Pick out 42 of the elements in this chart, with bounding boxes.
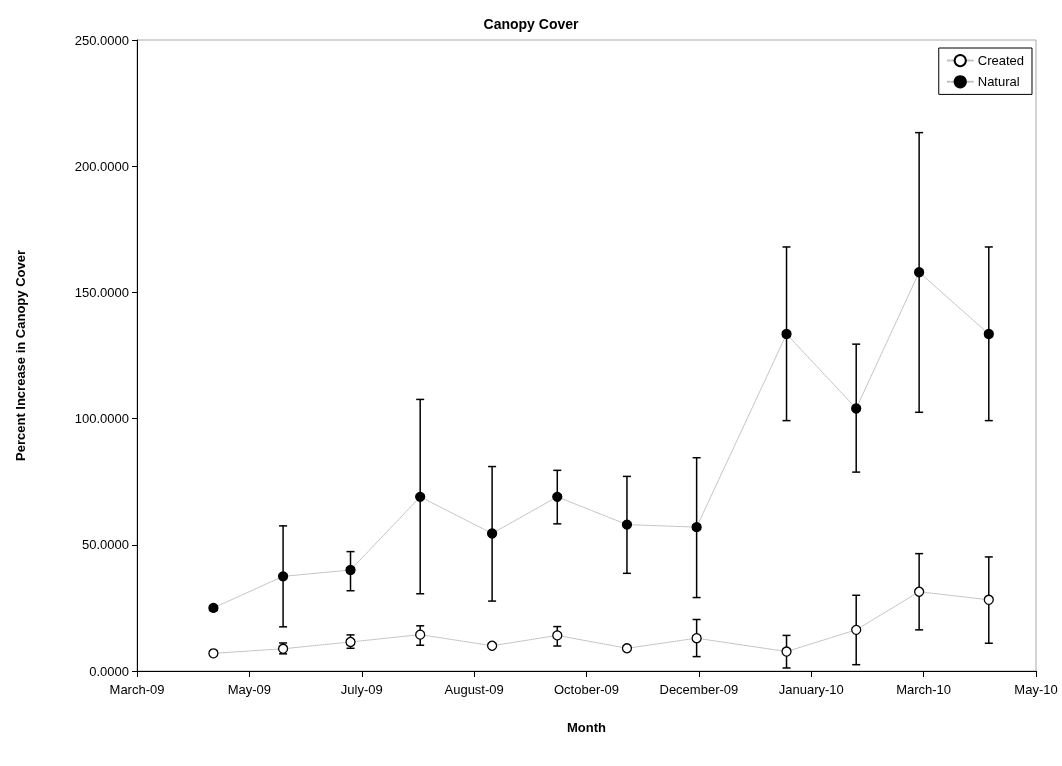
point: [781, 328, 792, 340]
point: [781, 646, 792, 657]
point: [415, 629, 426, 640]
x-tick-label: March-10: [896, 682, 952, 697]
point: [277, 571, 289, 582]
x-tick-label: July-09: [340, 682, 383, 697]
point: [913, 267, 925, 278]
point: [851, 624, 862, 636]
x-tick-label: May-09: [227, 682, 272, 697]
point: [552, 630, 563, 641]
point: [691, 521, 702, 533]
point: [983, 594, 994, 605]
chart-title: Canopy Cover: [483, 16, 579, 32]
point: [851, 403, 862, 414]
legend-label: Natural: [977, 74, 1020, 90]
x-tick-label: October-09: [553, 682, 620, 697]
y-tick-label: 100.0000: [74, 411, 129, 427]
point: [345, 564, 356, 576]
y-tick-label: 150.0000: [74, 284, 129, 300]
point: [621, 519, 633, 530]
x-tick-label: March-09: [109, 682, 165, 697]
y-axis-title: Percent Increase in Canopy Cover: [13, 250, 28, 461]
x-axis-title: Month: [567, 720, 607, 735]
x-tick-label: August-09: [444, 682, 504, 697]
x-tick-label: January-10: [778, 682, 844, 697]
x-tick-label: May-10: [1014, 682, 1058, 697]
point: [552, 491, 563, 502]
point: [208, 602, 219, 614]
point: [486, 640, 498, 651]
y-tick-label: 250.0000: [74, 32, 129, 48]
y-tick-label: 0.0000: [89, 663, 129, 679]
point: [691, 633, 702, 644]
point: [486, 528, 498, 539]
point: [983, 328, 994, 340]
point: [415, 491, 426, 502]
y-tick-label: 200.0000: [74, 158, 129, 174]
point: [913, 586, 925, 597]
legend-label: Created: [977, 53, 1024, 69]
x-tick-label: December-09: [659, 682, 739, 697]
y-tick-label: 50.0000: [82, 537, 129, 553]
point: [621, 643, 633, 654]
point: [208, 648, 219, 659]
